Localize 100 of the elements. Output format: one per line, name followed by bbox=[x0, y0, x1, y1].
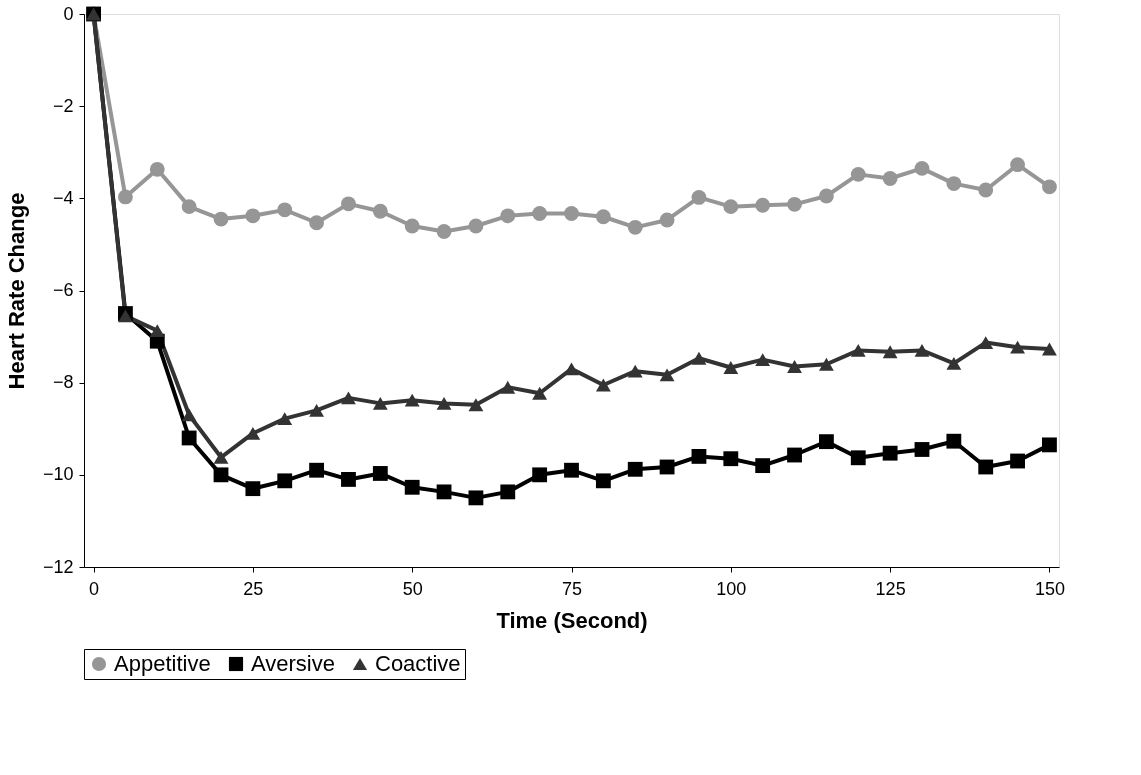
point bbox=[500, 208, 516, 224]
point bbox=[946, 433, 962, 449]
point bbox=[277, 412, 293, 426]
y-tick-label: −6 bbox=[52, 280, 74, 300]
point bbox=[404, 479, 420, 495]
point bbox=[436, 396, 452, 410]
point bbox=[149, 324, 165, 338]
point bbox=[309, 462, 325, 478]
point bbox=[595, 473, 611, 489]
point bbox=[755, 197, 771, 213]
point bbox=[723, 199, 739, 215]
point bbox=[245, 426, 261, 440]
point bbox=[500, 380, 516, 394]
point bbox=[882, 445, 898, 461]
point bbox=[1042, 437, 1057, 453]
point bbox=[691, 448, 707, 464]
point bbox=[850, 450, 866, 466]
point bbox=[787, 196, 802, 212]
x-tick-label: 50 bbox=[402, 578, 423, 599]
point bbox=[818, 188, 834, 204]
point bbox=[213, 211, 229, 227]
point bbox=[181, 199, 197, 215]
legend-label: Aversive bbox=[251, 651, 335, 676]
point bbox=[850, 343, 866, 357]
point bbox=[723, 451, 739, 467]
point bbox=[1042, 179, 1057, 195]
x-tick-label: 150 bbox=[1034, 578, 1065, 599]
point bbox=[309, 403, 325, 417]
point bbox=[245, 481, 261, 497]
y-tick-label: −2 bbox=[52, 95, 74, 116]
point bbox=[468, 218, 484, 234]
point bbox=[595, 378, 611, 392]
point bbox=[341, 391, 356, 405]
point bbox=[1042, 342, 1057, 356]
point bbox=[691, 351, 707, 365]
point bbox=[978, 182, 994, 198]
point bbox=[564, 462, 579, 478]
point bbox=[946, 176, 962, 191]
point bbox=[1010, 157, 1025, 173]
x-tick-label: 75 bbox=[561, 578, 583, 599]
point bbox=[564, 206, 579, 221]
point bbox=[723, 361, 739, 374]
point bbox=[149, 161, 165, 177]
point bbox=[404, 218, 420, 234]
point bbox=[341, 196, 356, 212]
point bbox=[818, 357, 834, 371]
point bbox=[309, 215, 325, 231]
point bbox=[213, 450, 229, 464]
point bbox=[627, 219, 643, 235]
point bbox=[404, 393, 420, 407]
point bbox=[277, 473, 293, 489]
point bbox=[468, 398, 484, 412]
point bbox=[659, 212, 675, 228]
point bbox=[627, 364, 643, 378]
point bbox=[978, 459, 994, 475]
point bbox=[914, 160, 930, 176]
point bbox=[914, 343, 930, 357]
point bbox=[372, 396, 388, 410]
point bbox=[341, 472, 356, 487]
point bbox=[181, 408, 197, 422]
point bbox=[850, 166, 866, 182]
point bbox=[564, 362, 579, 376]
point bbox=[787, 447, 802, 463]
point bbox=[181, 430, 197, 446]
y-tick-label: −8 bbox=[52, 372, 74, 393]
x-axis-title: Time (Second) bbox=[496, 607, 648, 633]
point bbox=[372, 203, 388, 219]
point bbox=[500, 484, 516, 500]
y-tick-label: −10 bbox=[42, 464, 74, 485]
point bbox=[245, 208, 261, 224]
point bbox=[882, 171, 898, 186]
legend-label: Appetitive bbox=[114, 651, 211, 676]
y-tick-label: −12 bbox=[42, 556, 74, 577]
y-tick-label: 0 bbox=[63, 3, 74, 24]
point bbox=[659, 368, 675, 382]
point bbox=[755, 458, 771, 474]
point bbox=[372, 466, 388, 481]
point bbox=[532, 206, 548, 221]
point bbox=[436, 224, 452, 239]
point bbox=[787, 360, 802, 373]
point bbox=[755, 353, 771, 367]
point bbox=[277, 202, 293, 218]
point bbox=[1010, 453, 1025, 469]
point bbox=[118, 189, 133, 205]
point bbox=[436, 484, 452, 500]
point bbox=[595, 209, 611, 225]
y-tick-label: −4 bbox=[52, 187, 74, 208]
y-axis-title: Heart Rate Change bbox=[3, 192, 29, 390]
x-tick-label: 125 bbox=[875, 578, 906, 599]
point bbox=[882, 345, 898, 359]
x-tick-label: 100 bbox=[716, 578, 747, 599]
point bbox=[468, 490, 484, 506]
point bbox=[213, 467, 229, 483]
point bbox=[532, 386, 548, 400]
legend-label: Coactive bbox=[375, 651, 461, 676]
x-tick-label: 25 bbox=[243, 578, 264, 599]
point bbox=[691, 190, 707, 205]
point bbox=[946, 356, 962, 370]
point bbox=[818, 434, 834, 450]
point bbox=[659, 459, 675, 475]
